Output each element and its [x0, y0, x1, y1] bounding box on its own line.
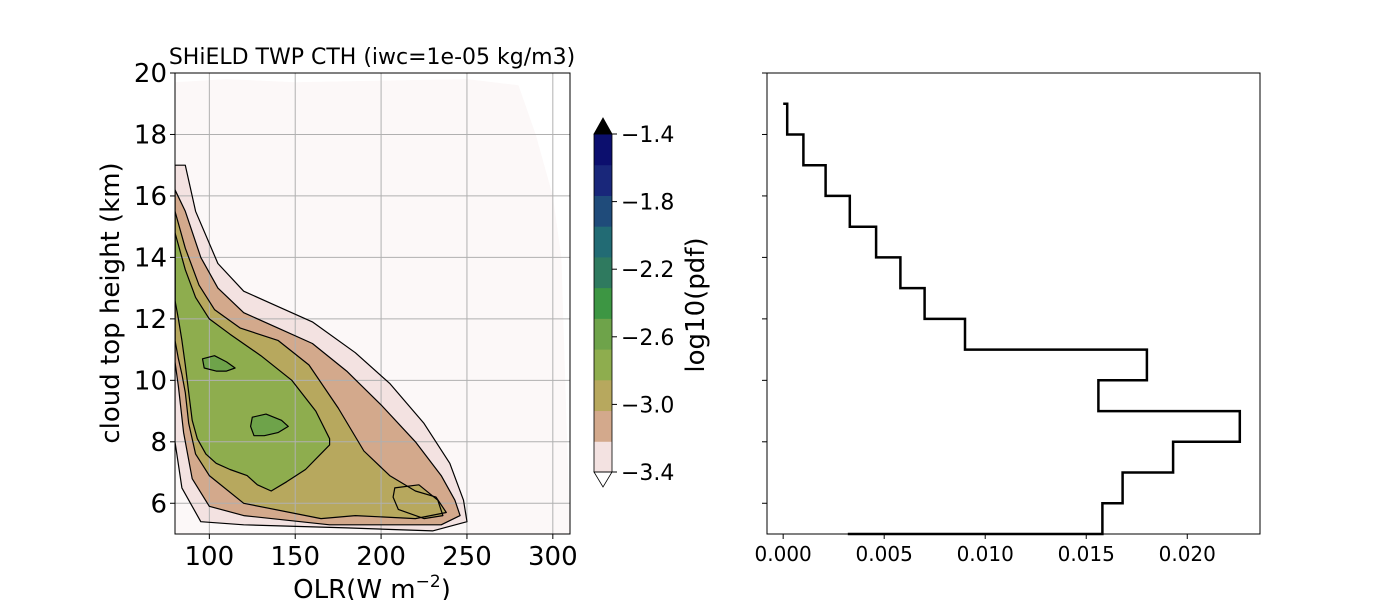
- contour-fill-4: [393, 484, 443, 519]
- colorbar-tick-label-0: −3.4: [621, 461, 674, 486]
- colorbar-block-8: [594, 195, 612, 227]
- step-x-tick-label-3: 0.015: [1058, 542, 1115, 566]
- colorbar-blocks: [594, 134, 612, 473]
- contour-plot-frame: [174, 72, 571, 535]
- colorbar-block-1: [594, 410, 612, 442]
- contour-fill-5: [175, 232, 330, 492]
- colorbar-block-7: [594, 226, 612, 258]
- colorbar-block-5: [594, 287, 612, 319]
- x-axis-label: OLR(W m−2): [293, 572, 451, 600]
- contour-line-3: [175, 210, 447, 520]
- contour-line-5: [175, 232, 331, 492]
- colorbar-tick-label-4: −1.8: [621, 191, 674, 216]
- colorbar-frame: [593, 133, 613, 473]
- y-tick-label-0: 6: [150, 489, 167, 519]
- y-tick-label-4: 14: [134, 243, 167, 273]
- step-plot-frame: [766, 72, 1261, 535]
- colorbar-block-9: [594, 164, 612, 196]
- contour-plot: 100 150 200 250 300 6 8 10 12 14 16 18 20 SHiELD TW…: [96, 45, 578, 600]
- contour-line-7: [250, 413, 289, 437]
- step-x-tick-label-2: 0.010: [957, 542, 1014, 566]
- y-tick-label-6: 18: [134, 120, 167, 150]
- colorbar-upper-extend: [593, 117, 613, 135]
- y-tick-label-1: 8: [150, 428, 167, 458]
- colorbar-block-3: [594, 349, 612, 381]
- x-tick-label-2: 200: [356, 542, 406, 572]
- colorbar: −3.4 −3.0 −2.6 −2.2 −1.8 −1.4 log10(pdf): [593, 117, 711, 488]
- colorbar-ticks: −3.4 −3.0 −2.6 −2.2 −1.8 −1.4: [612, 123, 674, 486]
- y-tick-label-7: 20: [134, 59, 167, 89]
- colorbar-block-10: [594, 134, 612, 166]
- x-tick-label-4: 300: [528, 542, 578, 572]
- colorbar-tick-label-1: −3.0: [621, 393, 674, 418]
- colorbar-tick-label-3: −2.2: [621, 258, 674, 283]
- colorbar-block-6: [594, 256, 612, 289]
- step-plot-y-ticks: [762, 72, 767, 504]
- step-line-series: [783, 102, 1242, 536]
- colorbar-block-2: [594, 379, 612, 412]
- x-tick-label-0: 100: [185, 542, 235, 572]
- colorbar-block-0: [594, 441, 612, 473]
- x-axis-label-main: OLR(W m: [293, 575, 415, 600]
- contour-line-2: [175, 189, 461, 526]
- x-axis-label-end: ): [441, 575, 451, 600]
- contour-lines: [175, 164, 468, 532]
- step-x-tick-label-0: 0.000: [755, 542, 812, 566]
- contour-line-6: [201, 355, 236, 372]
- x-tick-label-3: 250: [442, 542, 492, 572]
- x-axis-label-superscript: −2: [416, 572, 441, 592]
- colorbar-label: log10(pdf): [681, 237, 711, 372]
- colorbar-tick-label-5: −1.4: [621, 123, 674, 148]
- colorbar-lower-extend: [593, 471, 613, 488]
- colorbar-tick-label-2: −2.6: [621, 326, 674, 351]
- y-tick-label-5: 16: [134, 182, 167, 212]
- grid-lines: [175, 73, 570, 534]
- contour-fills: [175, 79, 570, 534]
- step-plot: 0.000 0.005 0.010 0.015 0.020: [755, 72, 1261, 566]
- colorbar-block-4: [594, 318, 612, 350]
- x-axis-ticks: 100 150 200 250 300: [185, 534, 578, 572]
- chart-title: SHiELD TWP CTH (iwc=1e-05 kg/m3): [169, 45, 575, 70]
- y-tick-label-3: 12: [134, 305, 167, 335]
- y-axis-ticks: 6 8 10 12 14 16 18 20: [134, 59, 175, 519]
- contour-fill-6: [202, 355, 236, 372]
- contour-line-4: [392, 484, 444, 520]
- step-plot-x-ticks: 0.000 0.005 0.010 0.015 0.020: [755, 534, 1216, 566]
- y-tick-label-2: 10: [134, 366, 167, 396]
- y-axis-label: cloud top height (km): [96, 162, 126, 443]
- step-x-tick-label-4: 0.020: [1159, 542, 1216, 566]
- contour-line-1: [175, 164, 468, 532]
- step-x-tick-label-1: 0.005: [856, 542, 913, 566]
- x-tick-label-1: 150: [270, 542, 320, 572]
